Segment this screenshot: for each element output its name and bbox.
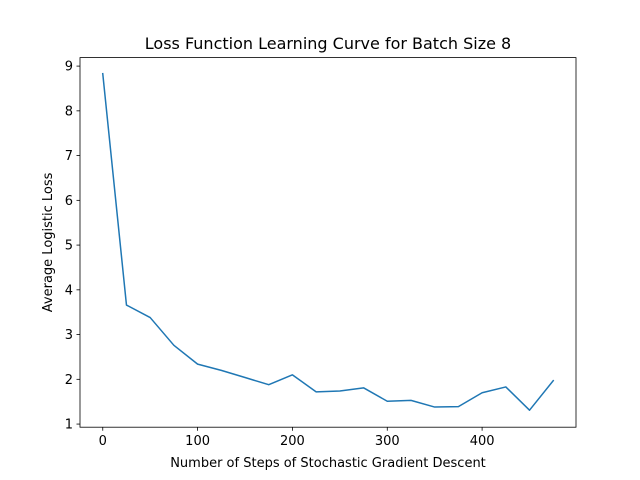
axes-frame: [79, 57, 577, 428]
y-tick-label: 6: [65, 194, 73, 209]
x-tick-label: 300: [375, 434, 400, 449]
y-tick-label: 5: [65, 239, 73, 254]
y-tick-label: 2: [65, 373, 73, 388]
series-line: [101, 72, 555, 411]
y-axis-label: Average Logistic Loss: [41, 172, 56, 312]
y-tick-label: 8: [65, 104, 73, 119]
x-tick-label: 200: [280, 434, 305, 449]
plot-area: [101, 72, 555, 411]
chart-title: Loss Function Learning Curve for Batch S…: [145, 34, 511, 53]
y-tick-label: 9: [65, 60, 73, 75]
x-tick-label: 0: [99, 434, 107, 449]
y-tick-label: 3: [65, 328, 73, 343]
y-tick-label: 4: [65, 283, 73, 298]
y-axis: 1 2 3 4 5 6 7 8 9: [65, 60, 80, 433]
x-tick-label: 100: [185, 434, 210, 449]
y-tick-label: 7: [65, 149, 73, 164]
y-tick-label: 1: [65, 418, 73, 433]
x-axis: 0 100 200 300 400: [99, 427, 495, 449]
x-axis-label: Number of Steps of Stochastic Gradient D…: [170, 456, 486, 471]
x-tick-label: 400: [470, 434, 495, 449]
